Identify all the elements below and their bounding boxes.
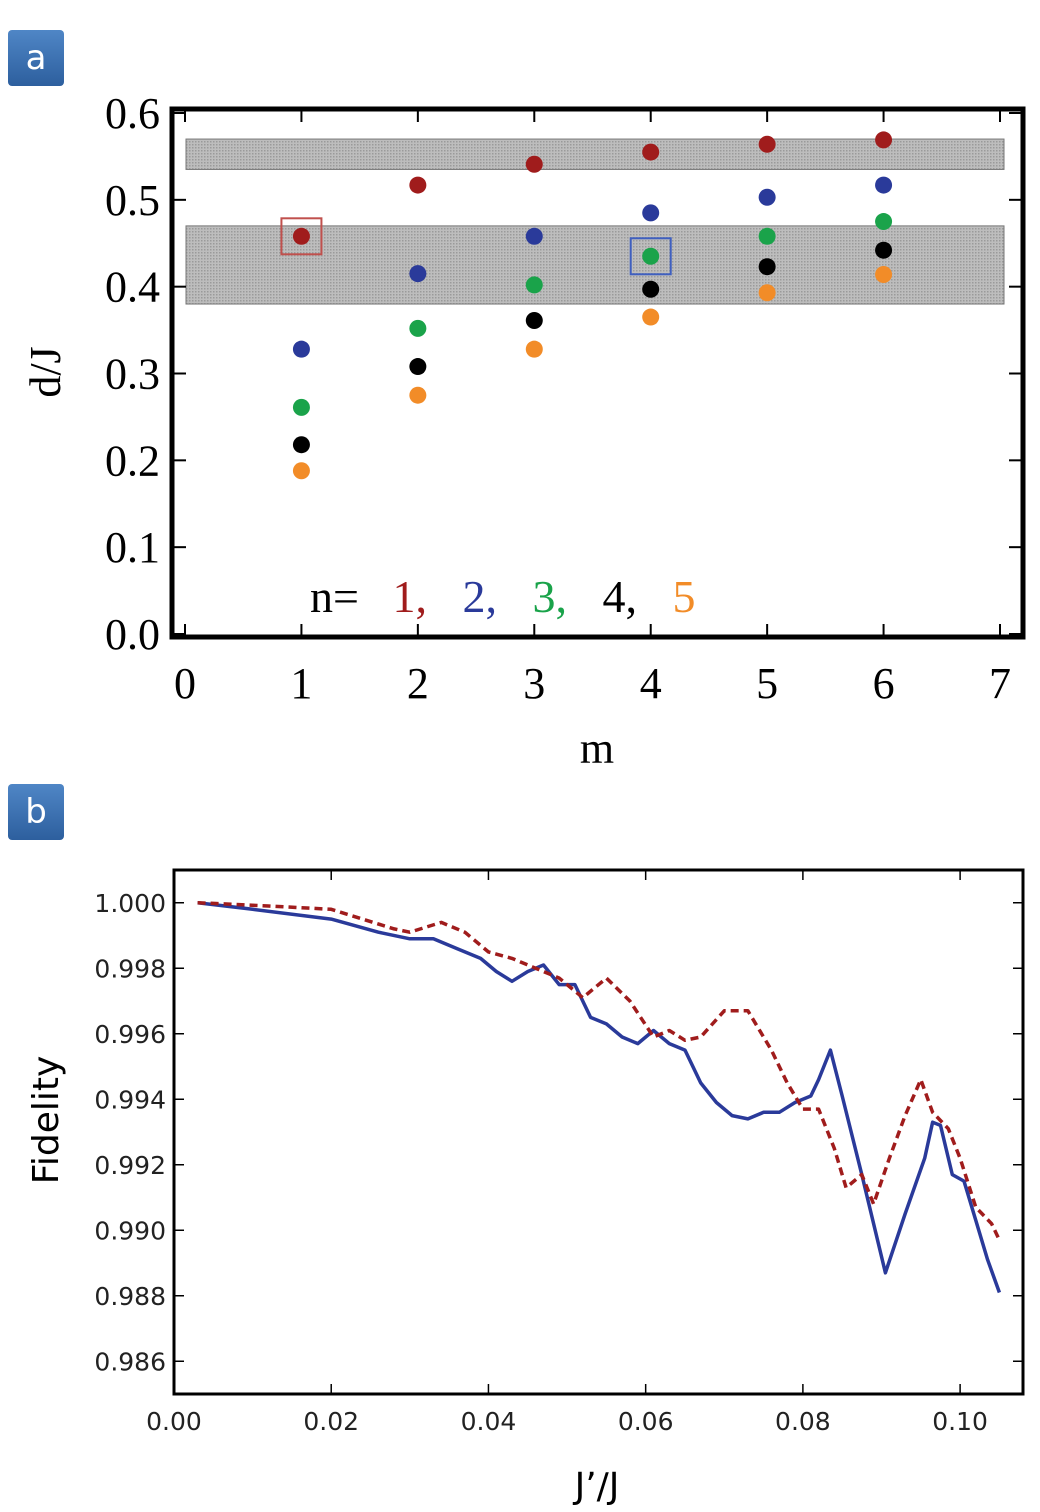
- point-n1-m3: [525, 155, 543, 173]
- point-n1-m6: [875, 131, 893, 149]
- y-tick-label: 0.990: [94, 1216, 166, 1245]
- point-n5-m5: [758, 284, 776, 302]
- point-n5-m6: [875, 266, 893, 284]
- y-tick-label: 0.986: [94, 1347, 166, 1376]
- point-n4-m1: [292, 436, 310, 454]
- y-tick-label: 0.998: [94, 954, 166, 983]
- legend-n5: 5: [672, 571, 695, 622]
- point-n3-m6: [875, 213, 893, 231]
- x-tick-label: 0.08: [775, 1407, 831, 1436]
- point-n2-m5: [758, 188, 776, 206]
- highlight-box-1: [280, 217, 323, 256]
- x-tick-label: 3: [523, 659, 545, 708]
- point-n5-m4: [642, 308, 660, 326]
- point-n2-m2: [409, 265, 427, 283]
- x-tick-label: 0.10: [932, 1407, 988, 1436]
- y-tick-label: 0.1: [105, 523, 160, 572]
- point-n1-m2: [409, 176, 427, 194]
- legend-n4: 4,: [602, 571, 637, 622]
- point-n2-m1: [292, 340, 310, 358]
- x-tick-label: 4: [640, 659, 662, 708]
- y-tick-label: 0.0: [105, 610, 160, 659]
- panel-b-label: b: [8, 784, 64, 840]
- y-tick-label: 0.5: [105, 176, 160, 225]
- x-tick-label: 0.00: [146, 1407, 202, 1436]
- y-tick-label: 0.3: [105, 350, 160, 399]
- legend-prefix: n=: [310, 571, 359, 622]
- y-tick-label: 0.988: [94, 1282, 166, 1311]
- chart-b-xlabel: J’/J: [573, 1466, 620, 1507]
- point-n3-m3: [525, 276, 543, 294]
- point-n4-m3: [525, 312, 543, 330]
- highlight-box-2: [629, 237, 672, 276]
- point-n3-m4: [642, 247, 660, 265]
- point-n5-m2: [409, 386, 427, 404]
- y-tick-label: 0.992: [94, 1151, 166, 1180]
- x-tick-label: 7: [989, 659, 1011, 708]
- x-tick-label: 6: [873, 659, 895, 708]
- point-n5-m1: [292, 462, 310, 480]
- chart-b-ylabel: Fidelity: [26, 1056, 67, 1185]
- series-line-solid: [197, 900, 1002, 1294]
- point-n1-m4: [642, 143, 660, 161]
- point-n4-m6: [875, 241, 893, 259]
- x-tick-label: 0.02: [303, 1407, 359, 1436]
- point-n2-m6: [875, 176, 893, 194]
- point-n4-m4: [642, 280, 660, 298]
- y-tick-label: 0.6: [105, 89, 160, 138]
- x-tick-label: 1: [290, 659, 312, 708]
- legend-n3: 3,: [532, 571, 567, 622]
- x-tick-label: 0.06: [618, 1407, 674, 1436]
- y-tick-label: 0.4: [105, 263, 160, 312]
- point-n4-m2: [409, 358, 427, 376]
- point-n3-m5: [758, 227, 776, 245]
- y-tick-label: 0.996: [94, 1020, 166, 1049]
- chart-b-frame: [172, 868, 1025, 1396]
- y-tick-label: 1.000: [94, 889, 166, 918]
- point-n3-m1: [292, 398, 310, 416]
- point-n4-m5: [758, 258, 776, 276]
- point-n1-m5: [758, 135, 776, 153]
- x-tick-label: 0.04: [461, 1407, 517, 1436]
- shaded-band-2: [185, 138, 1005, 170]
- chart-a-frame: [169, 106, 1026, 640]
- x-tick-label: 2: [407, 659, 429, 708]
- x-tick-label: 5: [756, 659, 778, 708]
- chart-a-legend: n= 1, 2, 3, 4, 5: [310, 571, 695, 622]
- chart-a-ylabel: d/J: [21, 346, 70, 397]
- y-tick-label: 0.994: [94, 1085, 166, 1114]
- series-line-dashed: [197, 900, 1001, 1241]
- x-tick-label: 0: [174, 659, 196, 708]
- point-n1-m1: [292, 227, 310, 245]
- panel-a-label: a: [8, 30, 64, 86]
- legend-n1: 1,: [392, 571, 427, 622]
- point-n3-m2: [409, 319, 427, 337]
- legend-n2: 2,: [462, 571, 497, 622]
- point-n2-m3: [525, 227, 543, 245]
- point-n2-m4: [642, 204, 660, 222]
- point-n5-m3: [525, 340, 543, 358]
- y-tick-label: 0.2: [105, 436, 160, 485]
- chart-a-xlabel: m: [580, 724, 614, 773]
- chart-a-scatter: 0 1 2 3 4 5 6 70.00.10.20.30.40.50.6 m d/J n= 1…: [21, 89, 1026, 773]
